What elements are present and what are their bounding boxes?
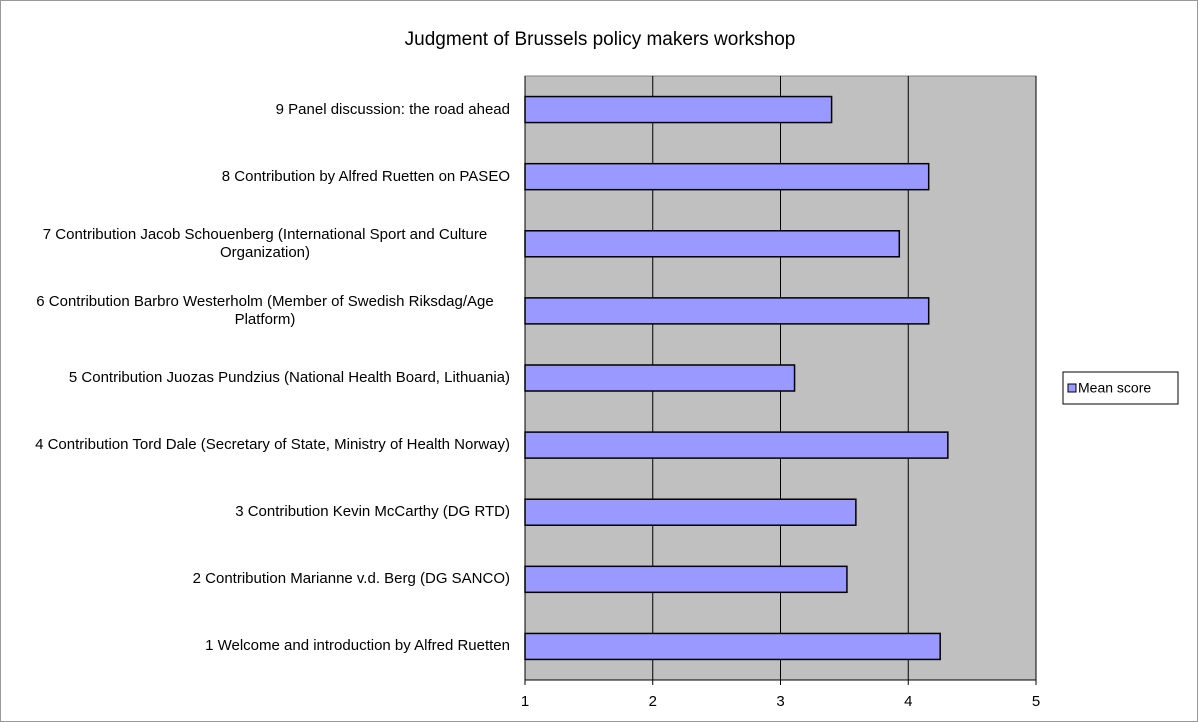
y-tick-label: 7 Contribution Jacob Schouenberg (Intern… [42, 225, 488, 261]
y-tick-label: 8 Contribution by Alfred Ruetten on PASE… [221, 167, 510, 185]
y-tick-label: 3 Contribution Kevin McCarthy (DG RTD) [235, 503, 510, 521]
bar [524, 565, 848, 594]
x-tick-label: 4 [904, 693, 912, 710]
bar [524, 297, 930, 325]
bar [524, 498, 857, 526]
category-label-box: 6 Contribution Barbro Westerholm (Member… [10, 281, 510, 341]
x-tick-label: 1 [521, 693, 529, 710]
bar [524, 95, 833, 124]
bar [524, 230, 901, 258]
y-tick-label: 1 Welcome and introduction by Alfred Rue… [205, 637, 510, 655]
bar [524, 364, 796, 392]
bar [524, 431, 949, 459]
y-tick-label: 4 Contribution Tord Dale (Secretary of S… [35, 436, 510, 454]
bar [524, 632, 941, 661]
chart-title: Judgment of Brussels policy makers works… [405, 29, 796, 50]
category-label-box: 2 Contribution Marianne v.d. Berg (DG SA… [10, 549, 510, 609]
category-label-box: 3 Contribution Kevin McCarthy (DG RTD) [10, 482, 510, 542]
bar [524, 162, 930, 191]
y-tick-label: 6 Contribution Barbro Westerholm (Member… [36, 292, 494, 328]
x-tick-label: 2 [649, 693, 657, 710]
category-label-box: 4 Contribution Tord Dale (Secretary of S… [10, 415, 510, 475]
category-label-box: 5 Contribution Juozas Pundzius (National… [10, 348, 510, 408]
category-label-box: 8 Contribution by Alfred Ruetten on PASE… [10, 147, 510, 207]
x-tick-label: 3 [776, 693, 784, 710]
category-label-box: 9 Panel discussion: the road ahead [10, 80, 510, 140]
x-tick-label: 5 [1032, 693, 1040, 710]
legend-swatch [1067, 383, 1077, 393]
category-label-box: 1 Welcome and introduction by Alfred Rue… [10, 616, 510, 676]
y-tick-label: 2 Contribution Marianne v.d. Berg (DG SA… [192, 570, 510, 588]
category-label-box: 7 Contribution Jacob Schouenberg (Intern… [10, 214, 510, 274]
legend-label: Mean score [1078, 380, 1151, 396]
y-tick-label: 5 Contribution Juozas Pundzius (National… [68, 369, 510, 386]
y-tick-label: 9 Panel discussion: the road ahead [275, 100, 510, 118]
legend-box [1062, 371, 1179, 405]
